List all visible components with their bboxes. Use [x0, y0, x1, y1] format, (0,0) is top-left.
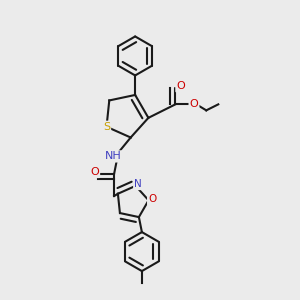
- Text: O: O: [90, 167, 99, 177]
- Text: O: O: [176, 81, 185, 92]
- Text: O: O: [148, 194, 156, 204]
- Text: N: N: [134, 179, 142, 189]
- Text: S: S: [103, 122, 110, 132]
- Text: O: O: [190, 99, 198, 110]
- Text: NH: NH: [105, 152, 122, 161]
